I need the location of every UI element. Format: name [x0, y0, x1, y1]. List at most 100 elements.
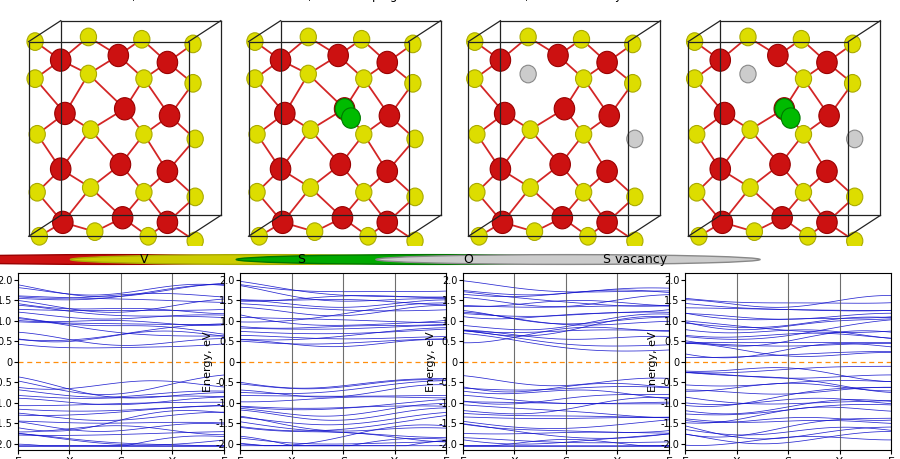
Circle shape: [405, 74, 421, 92]
Circle shape: [29, 184, 45, 201]
Circle shape: [140, 228, 157, 245]
Circle shape: [522, 121, 538, 139]
Circle shape: [159, 105, 180, 127]
Circle shape: [83, 121, 99, 139]
Circle shape: [247, 70, 263, 88]
Circle shape: [377, 211, 398, 234]
Circle shape: [187, 188, 203, 206]
Circle shape: [746, 223, 762, 241]
Circle shape: [691, 228, 707, 245]
Circle shape: [550, 153, 571, 175]
Circle shape: [816, 160, 837, 183]
Circle shape: [376, 255, 760, 264]
Circle shape: [710, 158, 731, 180]
Circle shape: [136, 70, 152, 88]
Circle shape: [86, 223, 103, 241]
Circle shape: [270, 158, 291, 180]
Circle shape: [816, 51, 837, 73]
Circle shape: [354, 30, 370, 48]
Circle shape: [742, 121, 758, 139]
Circle shape: [469, 125, 485, 143]
Circle shape: [781, 108, 800, 128]
Circle shape: [330, 153, 351, 175]
Circle shape: [793, 30, 809, 48]
Circle shape: [187, 232, 203, 250]
Circle shape: [492, 211, 513, 234]
Circle shape: [407, 232, 423, 250]
Circle shape: [379, 105, 400, 127]
Circle shape: [467, 70, 483, 88]
Circle shape: [688, 125, 705, 143]
Circle shape: [575, 70, 591, 88]
Circle shape: [687, 70, 703, 88]
Circle shape: [70, 255, 454, 264]
Circle shape: [50, 49, 71, 71]
Text: VS$_4$ with S-vacancy: VS$_4$ with S-vacancy: [507, 0, 622, 5]
Circle shape: [407, 130, 423, 148]
Circle shape: [307, 223, 323, 241]
Circle shape: [335, 99, 354, 119]
Circle shape: [471, 228, 487, 245]
Circle shape: [847, 232, 863, 250]
Circle shape: [249, 184, 266, 201]
Circle shape: [110, 153, 130, 175]
Circle shape: [184, 74, 201, 92]
Circle shape: [27, 33, 43, 50]
Circle shape: [796, 184, 812, 201]
Circle shape: [80, 28, 96, 46]
Circle shape: [712, 211, 733, 234]
Circle shape: [688, 184, 705, 201]
Circle shape: [580, 228, 596, 245]
Y-axis label: Energy, eV: Energy, eV: [203, 331, 213, 392]
Circle shape: [342, 108, 360, 128]
Circle shape: [302, 179, 319, 196]
Circle shape: [27, 70, 43, 88]
Circle shape: [249, 125, 266, 143]
Circle shape: [80, 65, 96, 83]
Circle shape: [377, 51, 398, 73]
Circle shape: [158, 211, 177, 234]
Circle shape: [112, 207, 133, 229]
Circle shape: [625, 74, 641, 92]
Circle shape: [768, 45, 788, 67]
Circle shape: [522, 179, 538, 196]
Circle shape: [273, 211, 292, 234]
Circle shape: [328, 45, 348, 67]
Circle shape: [134, 30, 150, 48]
Circle shape: [187, 130, 203, 148]
Circle shape: [552, 207, 572, 229]
Circle shape: [575, 125, 591, 143]
Circle shape: [844, 74, 860, 92]
Circle shape: [270, 49, 291, 71]
Circle shape: [301, 65, 317, 83]
Circle shape: [573, 30, 590, 48]
Circle shape: [775, 99, 794, 119]
Circle shape: [520, 28, 536, 46]
Circle shape: [301, 28, 317, 46]
Circle shape: [740, 28, 756, 46]
Circle shape: [799, 228, 816, 245]
Circle shape: [136, 184, 152, 201]
Circle shape: [247, 33, 263, 50]
Text: V: V: [140, 253, 148, 266]
Circle shape: [55, 102, 76, 124]
Circle shape: [740, 65, 756, 83]
Circle shape: [377, 160, 398, 183]
Text: S: S: [297, 253, 305, 266]
Text: O: O: [464, 253, 473, 266]
Circle shape: [332, 207, 353, 229]
Circle shape: [847, 188, 863, 206]
Text: S vacancy: S vacancy: [603, 253, 667, 266]
Circle shape: [710, 49, 731, 71]
Circle shape: [274, 102, 295, 124]
Circle shape: [334, 98, 355, 120]
Circle shape: [356, 125, 372, 143]
Circle shape: [356, 184, 372, 201]
Text: VS$_4$: VS$_4$: [113, 0, 136, 5]
Circle shape: [597, 211, 617, 234]
Circle shape: [770, 153, 790, 175]
Circle shape: [108, 45, 129, 67]
Circle shape: [52, 211, 73, 234]
Circle shape: [626, 232, 643, 250]
Circle shape: [742, 179, 758, 196]
